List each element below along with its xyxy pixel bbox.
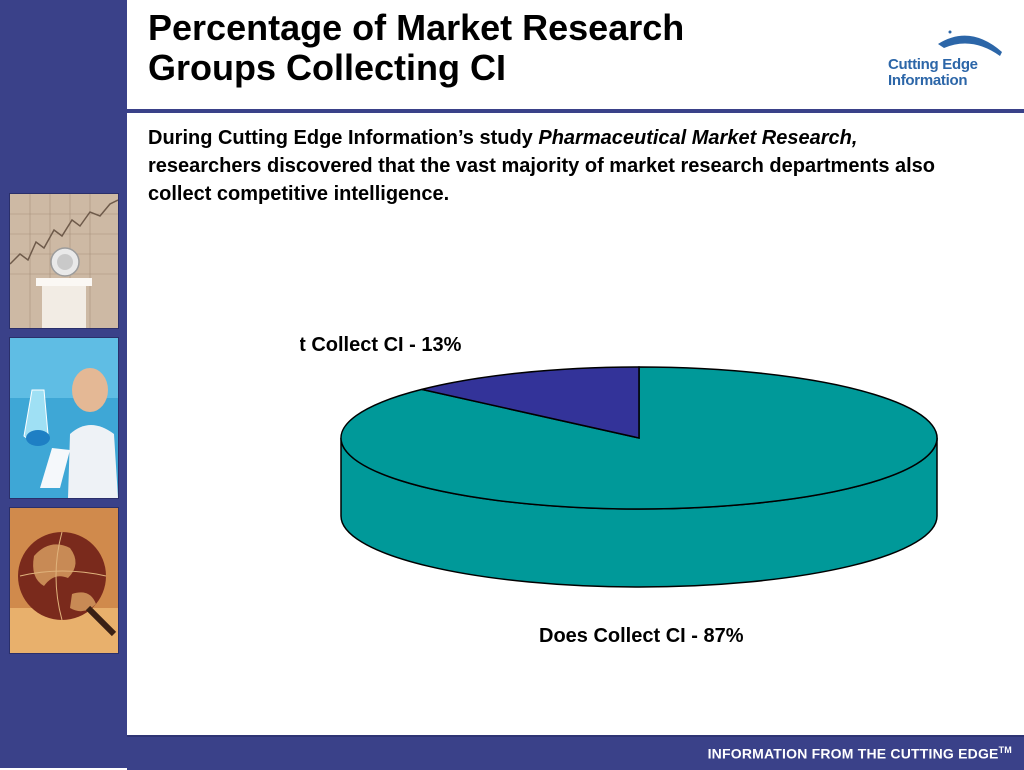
footer-bar: INFORMATION FROM THE CUTTING EDGETM [127, 735, 1024, 770]
page-title: Percentage of Market Research Groups Col… [148, 8, 848, 88]
intro-text-end: researchers discovered that the vast maj… [148, 155, 936, 205]
intro-text-start: During Cutting Edge Information’s study [148, 127, 539, 149]
pie-group [340, 366, 938, 588]
footer-tagline: INFORMATION FROM THE CUTTING EDGETM [708, 745, 1012, 762]
pie-chart: Does Not Collect CI - 13% Does Collect C… [300, 334, 938, 647]
title-line-1: Percentage of Market Research [148, 7, 685, 48]
logo-text-line-1: Cutting Edge [888, 56, 978, 73]
scientist-photo [9, 337, 119, 499]
study-title: Pharmaceutical Market Research, [538, 127, 858, 149]
pie-slice-not-collect [421, 366, 640, 439]
stock-chart-photo [9, 193, 119, 329]
title-divider [127, 109, 1024, 113]
sidebar [0, 0, 127, 768]
footer-text: INFORMATION FROM THE CUTTING EDGE [707, 745, 999, 762]
logo-swoosh-icon [938, 30, 1002, 56]
slice-label-not-collect: Does Not Collect CI - 13% [300, 334, 462, 356]
logo-text-line-2: Information [888, 72, 968, 89]
globe-photo [9, 507, 119, 654]
trademark-mark: TM [998, 745, 1012, 755]
company-logo: Cutting Edge Information [878, 26, 1008, 98]
intro-paragraph: During Cutting Edge Information’s study … [148, 124, 968, 208]
slice-label-collect: Does Collect CI - 87% [539, 625, 744, 647]
title-line-2: Groups Collecting CI [148, 47, 507, 88]
